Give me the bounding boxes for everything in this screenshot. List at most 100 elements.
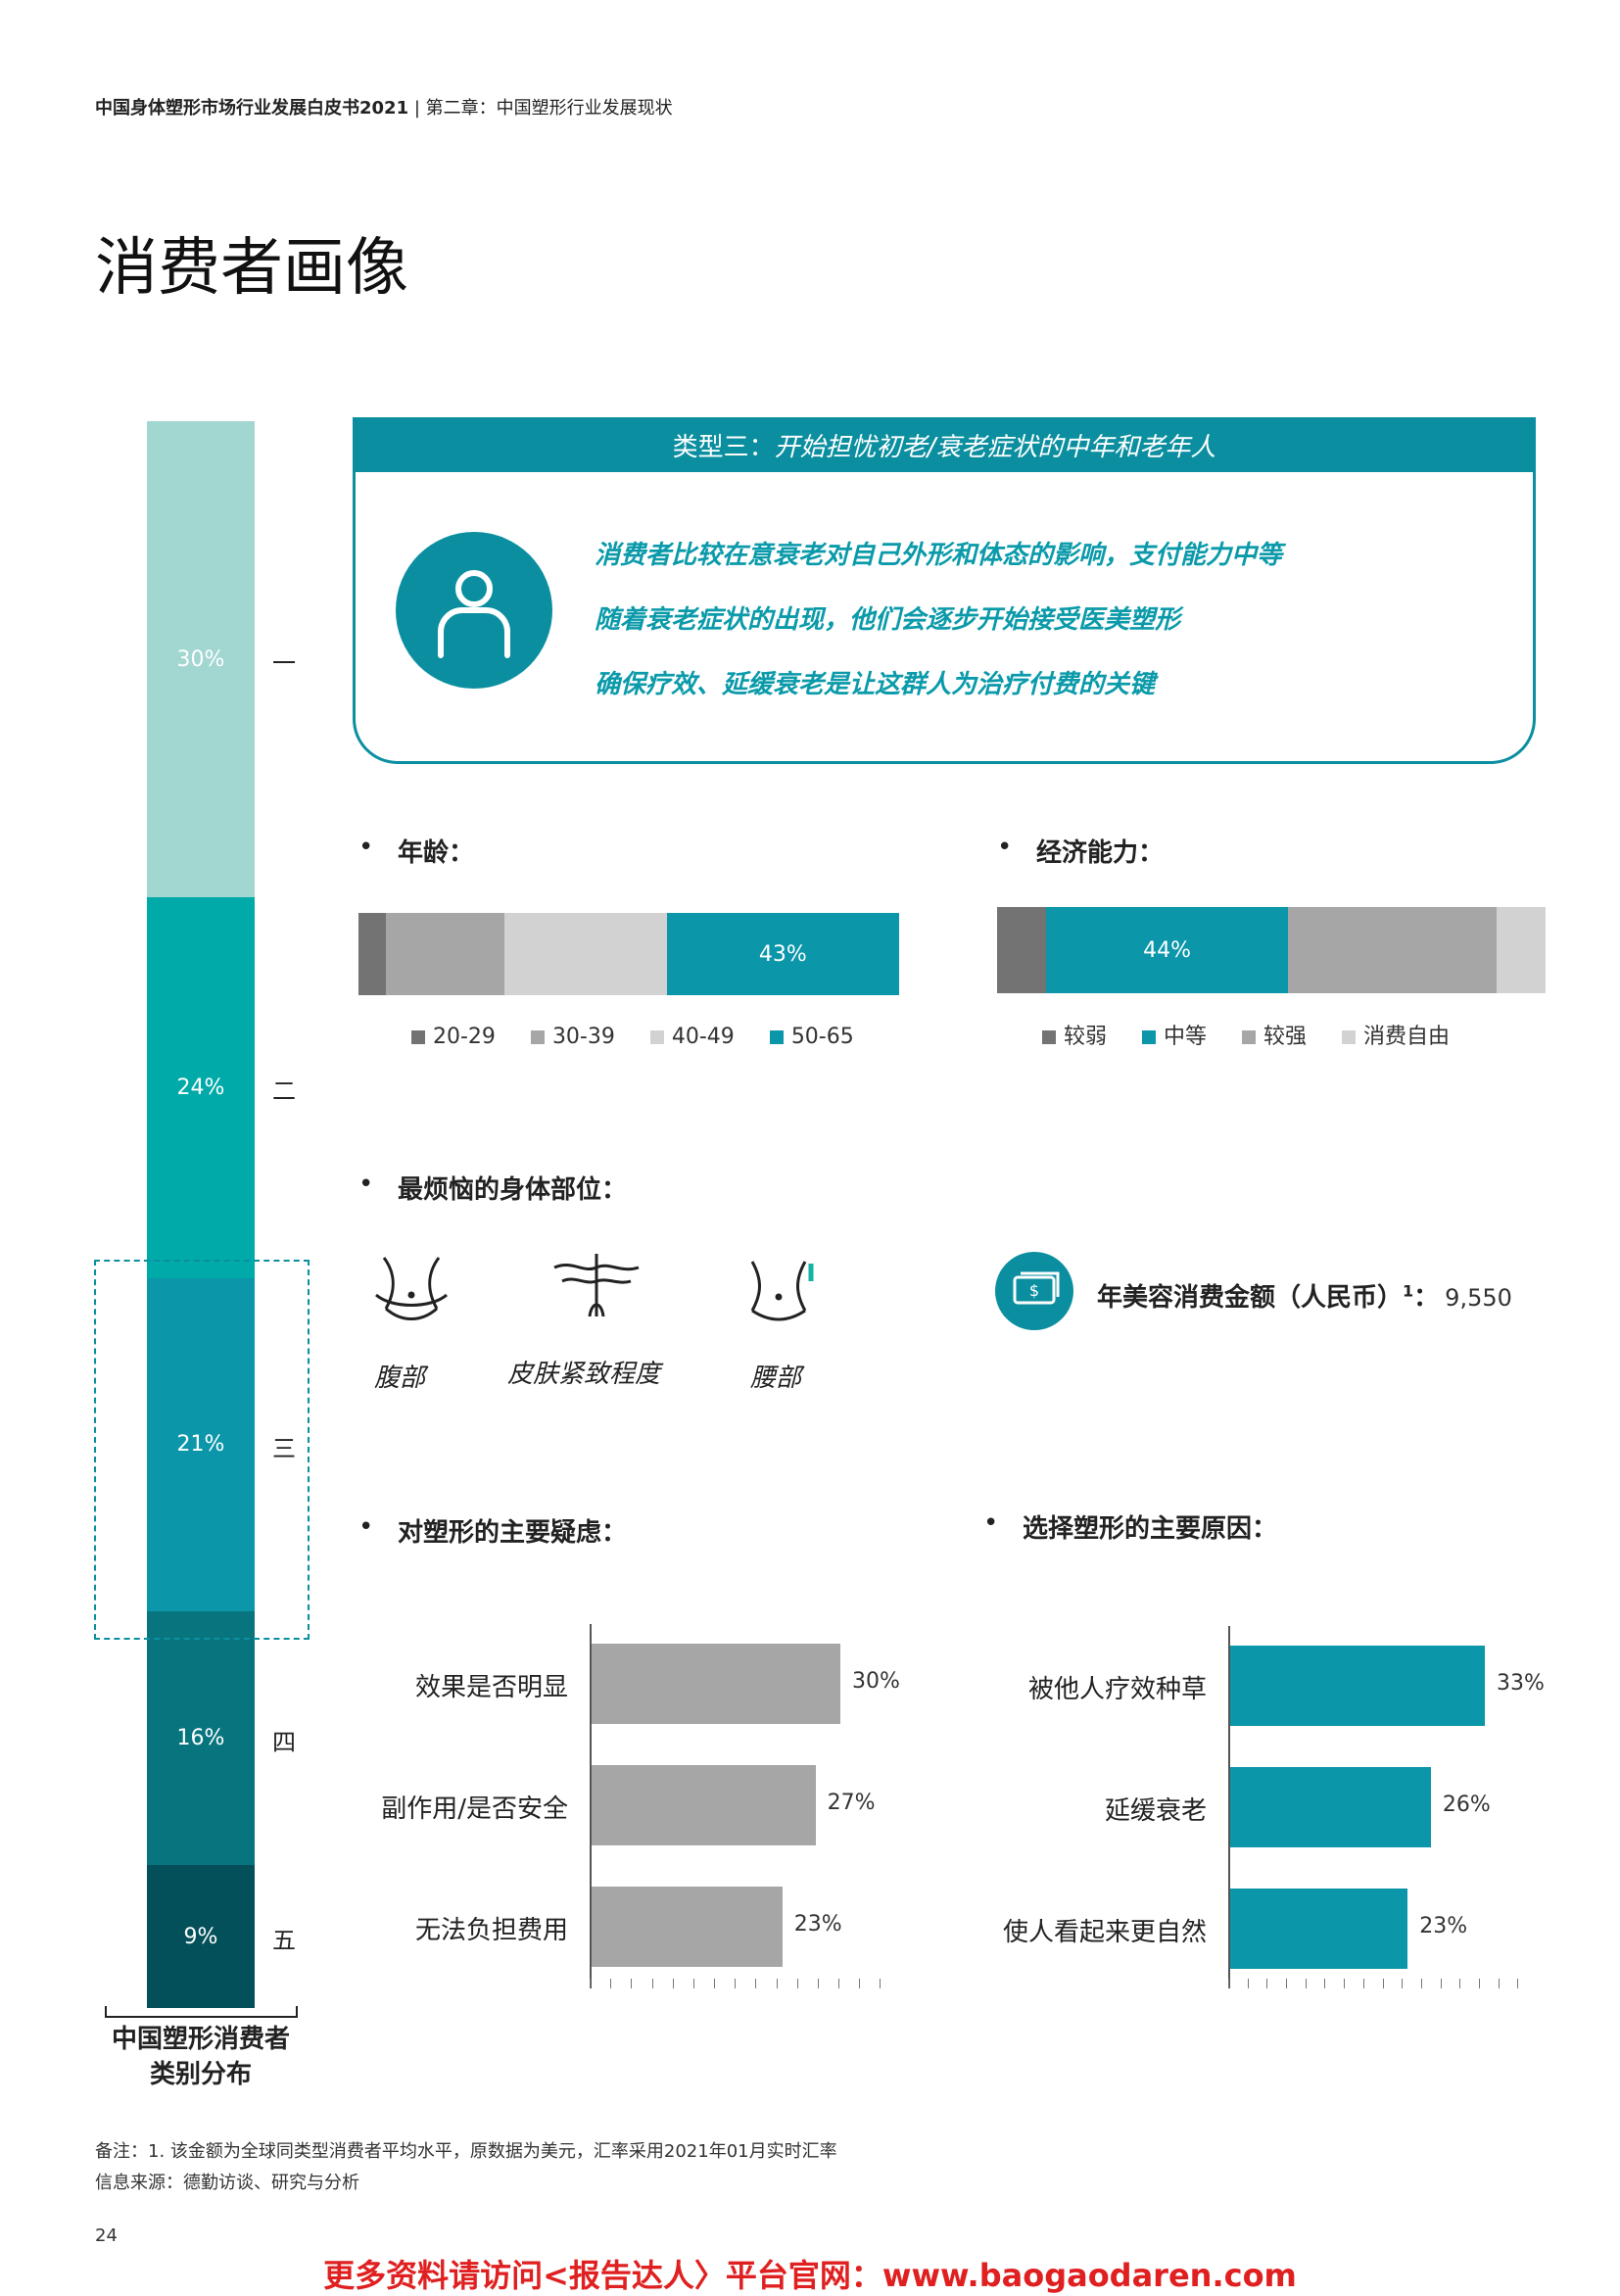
age-legend-swatch bbox=[649, 1030, 664, 1044]
page-number: 24 bbox=[95, 2225, 118, 2246]
person-icon bbox=[396, 532, 552, 689]
current-type-highlight bbox=[94, 1260, 310, 1640]
chart-tick bbox=[1382, 1979, 1384, 1988]
chart-tick bbox=[1479, 1979, 1481, 1988]
footer-link[interactable]: 更多资料请访问<报告达人〉平台官网：www.baogaodaren.com bbox=[323, 2257, 1297, 2294]
annual-spend-value: 9,550 bbox=[1445, 1284, 1512, 1312]
economy-segment-1 bbox=[997, 907, 1047, 993]
chart-tick bbox=[651, 1979, 653, 1988]
report-title: 中国身体塑形市场行业发展白皮书2021 bbox=[95, 98, 409, 119]
chart-bar bbox=[1230, 1646, 1485, 1726]
annual-spend-sep: ： bbox=[1413, 1283, 1440, 1313]
age-legend-swatch bbox=[530, 1030, 545, 1044]
economy-stacked-bar: 44% bbox=[997, 907, 1546, 993]
chart-tick bbox=[672, 1979, 674, 1988]
footnote: 备注：1. 该金额为全球同类型消费者平均水平，原数据为美元，汇率采用2021年0… bbox=[95, 2141, 837, 2162]
chart-tick bbox=[1324, 1979, 1326, 1988]
distribution-label-4: 四 bbox=[272, 1728, 296, 1756]
page-title: 消费者画像 bbox=[95, 232, 408, 305]
economy-legend-label: 较弱 bbox=[1064, 1025, 1108, 1049]
age-legend-item-4: 50-65 bbox=[769, 1025, 854, 1049]
distribution-label-3: 三 bbox=[272, 1434, 296, 1462]
distribution-segment-2: 24% bbox=[147, 897, 255, 1278]
chart-tick bbox=[1344, 1979, 1346, 1988]
age-legend-label: 50-65 bbox=[790, 1025, 854, 1049]
age-legend: 20-29 30-39 40-49 50-65 bbox=[411, 1025, 854, 1049]
economy-legend: 较弱 中等 较强 消费自由 bbox=[1042, 1019, 1450, 1050]
type-card-prefix: 类型三： bbox=[672, 432, 775, 462]
card-line-1: 消费者比较在意衰老对自己外形和体态的影响，支付能力中等 bbox=[595, 541, 1283, 570]
body-parts-heading: 最烦恼的身体部位： bbox=[358, 1170, 627, 1206]
age-segment-4: 43% bbox=[666, 913, 899, 995]
age-segment-1 bbox=[358, 913, 386, 995]
economy-segment-4 bbox=[1496, 907, 1546, 993]
chart-tick bbox=[880, 1979, 881, 1988]
economy-legend-item-4: 消费自由 bbox=[1342, 1019, 1450, 1050]
economy-legend-swatch bbox=[1142, 1030, 1157, 1044]
economy-legend-swatch bbox=[1042, 1030, 1056, 1044]
age-legend-label: 20-29 bbox=[433, 1025, 496, 1049]
distribution-title-line1: 中国塑形消费者 bbox=[111, 2025, 290, 2054]
chart-axis bbox=[1228, 1626, 1230, 1988]
chart-tick bbox=[590, 1979, 591, 1988]
card-line-2: 随着衰老症状的出现，他们会逐步开始接受医美塑形 bbox=[595, 605, 1181, 635]
chart-category-label: 延缓衰老 bbox=[1104, 1796, 1207, 1826]
chart-tick bbox=[610, 1979, 612, 1988]
svg-text:$: $ bbox=[1029, 1281, 1039, 1300]
skin-icon bbox=[552, 1252, 641, 1334]
chart-value-label: 23% bbox=[793, 1912, 842, 1937]
economy-legend-label: 消费自由 bbox=[1363, 1025, 1451, 1049]
chart-tick bbox=[1228, 1979, 1229, 1988]
chart-category-label: 被他人疗效种草 bbox=[1027, 1675, 1207, 1704]
chart-tick bbox=[1459, 1979, 1461, 1988]
distribution-segment-4: 16% bbox=[147, 1611, 255, 1866]
age-legend-item-1: 20-29 bbox=[411, 1025, 496, 1049]
footnote-marker: 1 bbox=[1403, 1281, 1414, 1301]
chart-bar bbox=[1230, 1767, 1431, 1847]
chart-category-label: 使人看起来更自然 bbox=[1002, 1918, 1207, 1947]
age-legend-label: 30-39 bbox=[551, 1025, 615, 1049]
chart-tick bbox=[692, 1979, 694, 1988]
chart-tick bbox=[755, 1979, 757, 1988]
annual-spend-label: 年美容消费金额（人民币） bbox=[1097, 1283, 1404, 1313]
chart-value-label: 23% bbox=[1419, 1914, 1468, 1938]
chart-value-label: 33% bbox=[1497, 1671, 1545, 1696]
economy-legend-label: 较强 bbox=[1263, 1025, 1308, 1049]
age-legend-swatch bbox=[411, 1030, 425, 1044]
economy-segment-3 bbox=[1287, 907, 1497, 993]
age-legend-swatch bbox=[769, 1030, 784, 1044]
chart-tick bbox=[1247, 1979, 1249, 1988]
chart-tick bbox=[631, 1979, 633, 1988]
economy-heading: 经济能力： bbox=[997, 833, 1164, 869]
chart-bar bbox=[1230, 1889, 1408, 1969]
type-card-header: 类型三： 开始担忧初老/衰老症状的中年和老年人 bbox=[353, 417, 1536, 472]
chart-value-label: 27% bbox=[827, 1791, 876, 1815]
running-header: 中国身体塑形市场行业发展白皮书2021 | 第二章：中国塑形行业发展现状 bbox=[95, 94, 673, 120]
chart-tick bbox=[1402, 1979, 1404, 1988]
chart-tick bbox=[796, 1979, 798, 1988]
distribution-label-1: 一 bbox=[272, 649, 296, 677]
chart-category-label: 无法负担费用 bbox=[414, 1916, 568, 1945]
chart-tick bbox=[859, 1979, 861, 1988]
chart-tick bbox=[838, 1979, 839, 1988]
economy-legend-item-2: 中等 bbox=[1142, 1019, 1207, 1050]
chart-axis bbox=[590, 1624, 592, 1988]
type-card bbox=[353, 460, 1536, 764]
distribution-title-line2: 类别分布 bbox=[149, 2060, 252, 2089]
distribution-segment-5: 9% bbox=[147, 1865, 255, 2008]
chart-value-label: 30% bbox=[852, 1669, 900, 1694]
age-segment-2 bbox=[385, 913, 505, 995]
type-card-title: 开始担忧初老/衰老症状的中年和老年人 bbox=[774, 432, 1216, 462]
economy-legend-item-1: 较弱 bbox=[1042, 1019, 1107, 1050]
economy-segment-2: 44% bbox=[1046, 907, 1288, 993]
card-line-3: 确保疗效、延缓衰老是让这群人为治疗付费的关键 bbox=[595, 670, 1156, 699]
chart-tick bbox=[817, 1979, 819, 1988]
age-segment-3 bbox=[504, 913, 667, 995]
abdomen-icon bbox=[372, 1252, 451, 1334]
chart-tick bbox=[1266, 1979, 1268, 1988]
chart-tick bbox=[1305, 1979, 1307, 1988]
age-legend-label: 40-49 bbox=[671, 1025, 735, 1049]
chart-tick bbox=[1517, 1979, 1519, 1988]
body-part-label-3: 腰部 bbox=[750, 1363, 802, 1393]
economy-legend-swatch bbox=[1242, 1030, 1257, 1044]
